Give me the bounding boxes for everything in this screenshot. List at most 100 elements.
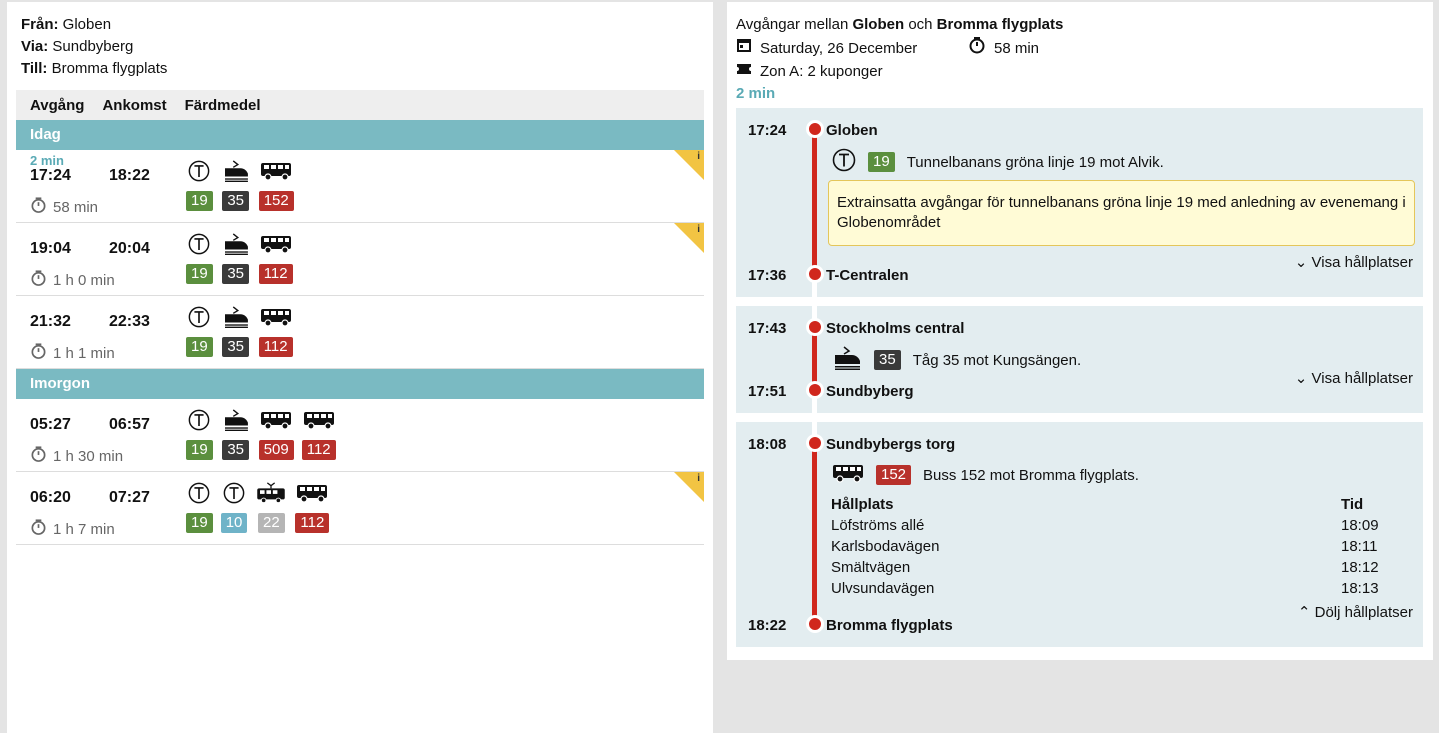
train-icon <box>832 346 862 374</box>
stop-row: Karlsbodavägen 18:11 <box>831 538 1378 555</box>
train-icon <box>221 306 251 332</box>
leg-mode: 19 <box>186 160 213 211</box>
stops-table: Hållplats Tid Löfströms allé 18:09 Karlsboda… <box>831 494 1413 599</box>
to-value: Bromma flygplats <box>51 60 168 77</box>
leg-description: Tunnelbanans gröna linje 19 mot Alvik. <box>906 153 1164 171</box>
toggle-stops-button[interactable]: ⌄ Visa hållplatser <box>1294 254 1413 271</box>
line-badge: 35 <box>222 191 250 211</box>
info-icon[interactable]: i <box>674 223 704 253</box>
line-badge: 35 <box>874 350 901 370</box>
trip-date: Saturday, 26 December <box>760 39 918 57</box>
stop-dot <box>806 318 824 336</box>
bus-icon <box>303 409 335 435</box>
leg-departure-time: 17:43 <box>748 320 787 337</box>
leg-departure-stop: Stockholms central <box>826 320 965 337</box>
trip-row[interactable]: 06:20 07:27 1 h 7 min 19 10 22 112 i <box>16 472 704 545</box>
metro-icon <box>187 409 211 435</box>
bus-icon <box>296 482 328 508</box>
train-icon <box>221 233 251 259</box>
stopwatch-icon <box>968 36 986 61</box>
stopwatch-icon <box>30 342 47 364</box>
departure-time: 05:27 <box>30 416 71 433</box>
metro-icon <box>187 160 211 186</box>
leg-departure-stop: Sundbybergs torg <box>826 436 956 453</box>
line-badge: 19 <box>186 191 213 211</box>
leg-mode: 35 <box>221 409 251 460</box>
leg-mode: 19 <box>186 306 213 357</box>
line-badge: 19 <box>186 513 213 533</box>
metro-icon <box>187 482 211 508</box>
leg-arrival-time: 17:36 <box>748 267 787 284</box>
leg-mode: 35 <box>221 233 251 284</box>
leg-mode: 112 <box>258 233 293 284</box>
day-header: Idag <box>16 120 704 150</box>
leg-arrival-time: 18:22 <box>748 617 787 634</box>
trip-row[interactable]: 2 min 17:24 18:22 58 min 19 35 152 i <box>16 150 704 223</box>
line-badge: 112 <box>295 513 330 533</box>
disruption-alert: Extrainsatta avgångar för tunnelbanans g… <box>828 180 1415 246</box>
info-icon[interactable]: i <box>674 472 704 502</box>
line-badge: 509 <box>258 440 294 460</box>
stop-dot <box>806 265 824 283</box>
trip-duration: 1 h 0 min <box>30 269 115 291</box>
bus-icon <box>260 409 292 435</box>
leg-departure-time: 17:24 <box>748 122 787 139</box>
trip-row[interactable]: 21:32 22:33 1 h 1 min 19 35 112 <box>16 296 704 369</box>
stop-row: Smältvägen 18:12 <box>831 559 1379 576</box>
stopwatch-icon <box>30 269 47 291</box>
leg-arrival-stop: Bromma flygplats <box>826 617 953 634</box>
arrival-time: 20:04 <box>109 240 150 257</box>
stop-dot <box>806 381 824 399</box>
leg-mode: 112 <box>301 409 336 460</box>
leg-arrival-stop: T-Centralen <box>826 267 909 284</box>
chevron-down-icon: ⌄ <box>1294 254 1308 271</box>
time-until-departure: 2 min <box>30 153 64 168</box>
bus-icon <box>832 462 864 488</box>
ticket-icon <box>736 61 752 83</box>
leg-description: Buss 152 mot Bromma flygplats. <box>923 466 1139 484</box>
leg-mode: 35 <box>221 160 251 211</box>
departure-time: 19:04 <box>30 240 71 257</box>
detail-title: Avgångar mellan Globen och Bromma flygpl… <box>736 16 1064 33</box>
trip-row[interactable]: 19:04 20:04 1 h 0 min 19 35 112 i <box>16 223 704 296</box>
leg-mode: 10 <box>220 482 248 533</box>
via-value: Sundbyberg <box>52 38 134 55</box>
line-badge: 19 <box>186 440 213 460</box>
trip-leg: 17:43 Stockholms central 35 Tåg 35 mot Kung… <box>736 306 1423 413</box>
arrival-time: 06:57 <box>109 416 150 433</box>
info-icon[interactable]: i <box>674 150 704 180</box>
line-badge: 19 <box>186 264 213 284</box>
leg-departure-stop: Globen <box>826 122 878 139</box>
metro-icon <box>222 482 246 508</box>
line-badge: 22 <box>258 513 285 533</box>
line-badge: 152 <box>876 465 912 485</box>
bus-icon <box>260 233 292 259</box>
chevron-down-icon: ⌄ <box>1294 370 1308 387</box>
column-header: Avgång Ankomst Färdmedel <box>16 90 704 120</box>
arrival-time: 22:33 <box>109 313 150 330</box>
via-label: Via: <box>21 38 49 55</box>
leg-mode: 19 <box>186 233 213 284</box>
stop-dot <box>806 434 824 452</box>
trip-list-panel: Från: Globen Via: Sundbyberg Till: Bromm… <box>7 2 713 733</box>
trip-row[interactable]: 05:27 06:57 1 h 30 min 19 35 509 112 <box>16 399 704 472</box>
trip-duration: 58 min <box>994 39 1040 57</box>
bus-icon <box>260 306 292 332</box>
col-modes: Färdmedel <box>184 96 261 114</box>
stop-dot <box>806 120 824 138</box>
toggle-stops-button[interactable]: ⌄ Visa hållplatser <box>1294 370 1413 387</box>
chevron-up-icon: ⌃ <box>1297 604 1311 621</box>
arrival-time: 07:27 <box>109 489 150 506</box>
leg-description: Tåg 35 mot Kungsängen. <box>912 351 1082 369</box>
leg-mode: 152 <box>258 160 294 211</box>
trip-leg: 18:08 Sundbybergs torg 152 Buss 152 mot Bro… <box>736 422 1423 647</box>
trip-duration: 58 min <box>30 196 98 218</box>
line-badge: 35 <box>222 264 250 284</box>
leg-mode: 19 <box>186 482 213 533</box>
toggle-stops-button[interactable]: ⌃ Dölj hållplatser <box>1297 604 1413 621</box>
line-badge: 152 <box>258 191 294 211</box>
leg-mode: 112 <box>295 482 330 533</box>
stopwatch-icon <box>30 445 47 467</box>
col-departure: Avgång <box>30 96 85 114</box>
arrival-time: 18:22 <box>109 167 150 184</box>
